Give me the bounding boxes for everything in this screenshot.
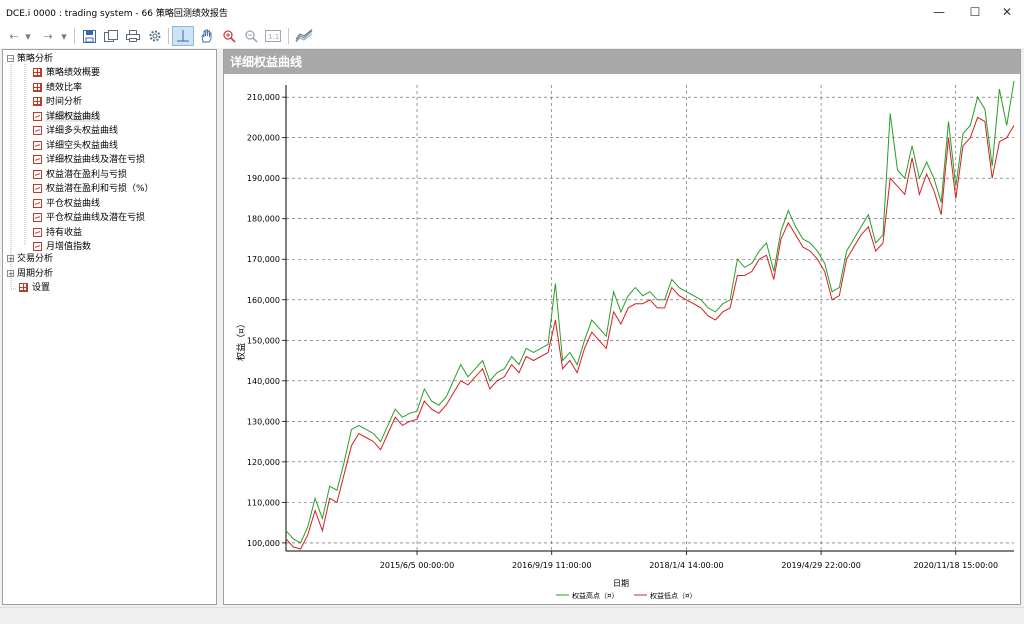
svg-text:1:1: 1:1 [268, 33, 279, 41]
minimize-button[interactable]: — [933, 5, 945, 19]
x-axis-title: 日期 [613, 579, 629, 588]
tree-lines [10, 64, 26, 290]
line-chart-icon [33, 227, 42, 237]
tree-item[interactable]: 持有收益 [33, 226, 82, 240]
status-bar [0, 607, 1024, 624]
tree-item[interactable]: 时间分析 [33, 95, 82, 109]
hand-icon[interactable] [196, 26, 216, 46]
close-button[interactable]: ✕ [1001, 5, 1013, 19]
chart-style-icon[interactable] [293, 26, 315, 46]
expand-icon[interactable]: + [7, 270, 14, 278]
tree-item[interactable]: 详细权益曲线 [33, 110, 101, 124]
tree-item-label: 详细空头权益曲线 [46, 140, 119, 151]
tree-root-trade-analysis[interactable]: + 交易分析 [7, 254, 54, 264]
tree-item[interactable]: 绩效比率 [33, 81, 82, 95]
y-tick-label: 190,000 [247, 174, 280, 183]
tree-item[interactable]: 权益潜在盈利与亏损 [33, 168, 127, 182]
dropdown-icon[interactable]: ▾ [25, 29, 31, 43]
x-tick-label: 2015/6/5 00:00:00 [380, 561, 454, 570]
tree-item-label: 绩效比率 [46, 82, 83, 93]
collapse-icon[interactable]: − [7, 55, 14, 63]
legend-low: 权益低点（¤） [650, 591, 696, 600]
tree-item-label: 详细权益曲线及潜在亏损 [46, 155, 146, 165]
tree-item-label: 权益潜在盈利和亏损（%） [46, 184, 154, 194]
zoom-in-icon[interactable] [219, 26, 239, 46]
tree-item-label: 平仓权益曲线 [46, 198, 101, 209]
tree-item-label: 平仓权益曲线及潜在亏损 [46, 213, 146, 223]
tree-item[interactable]: 详细空头权益曲线 [33, 139, 118, 153]
grid-icon [33, 82, 42, 92]
forward-icon[interactable]: ⇢ [43, 29, 53, 43]
expand-icon[interactable]: + [7, 255, 14, 263]
print-icon[interactable] [123, 26, 143, 46]
y-tick-label: 180,000 [247, 215, 280, 224]
tree-item-label: 时间分析 [46, 97, 83, 107]
crosshair-icon[interactable] [172, 26, 194, 46]
tree-item[interactable]: 策略绩效概要 [33, 66, 100, 80]
zoom-out-icon[interactable] [241, 26, 261, 46]
toolbar: ⇠ ▾ ⇢ ▾ 1:1 [0, 24, 1024, 48]
y-tick-label: 120,000 [247, 458, 280, 467]
tree-item-label: 详细权益曲线 [46, 111, 101, 122]
tree-item[interactable]: 详细多头权益曲线 [33, 124, 118, 138]
line-chart-icon [33, 213, 42, 222]
y-tick-label: 130,000 [247, 417, 280, 426]
chart-panel: 详细权益曲线 权益（¤） 日期 权益高点（¤） 权益低点（¤） 100,000 1… [223, 49, 1021, 605]
y-tick-label: 100,000 [247, 539, 280, 548]
chart-header: 详细权益曲线 [224, 50, 1020, 74]
y-tick-label: 170,000 [247, 255, 280, 264]
legend-high: 权益高点（¤） [572, 591, 618, 600]
y-tick-label: 210,000 [247, 93, 280, 102]
line-chart-icon [33, 126, 42, 135]
y-tick-label: 200,000 [247, 134, 280, 143]
tree-item[interactable]: 月增值指数 [33, 240, 91, 254]
tree-item[interactable]: 详细权益曲线及潜在亏损 [33, 153, 145, 167]
zoom-reset-icon[interactable]: 1:1 [262, 26, 284, 46]
line-chart-icon [33, 198, 42, 208]
x-tick-label: 2020/11/18 15:00:00 [913, 561, 998, 570]
tree-item[interactable]: 平仓权益曲线及潜在亏损 [33, 211, 145, 225]
grid-icon [33, 97, 42, 106]
maximize-button[interactable]: ☐ [969, 5, 981, 19]
x-tick-label: 2019/4/29 22:00:00 [781, 561, 861, 570]
back-icon[interactable]: ⇠ [9, 29, 19, 43]
tree-item-label: 详细多头权益曲线 [46, 126, 119, 136]
line-chart-icon [33, 140, 42, 150]
line-chart-icon [33, 184, 42, 193]
y-axis-title: 权益（¤） [235, 319, 247, 361]
tree-item-label: 月增值指数 [46, 242, 92, 252]
navigation-tree: − 策略分析 策略绩效概要 绩效比率时间分析详细权益曲线详细多头权益曲线 详细空头权益… [2, 49, 217, 605]
y-tick-label: 140,000 [247, 377, 280, 386]
x-tick-label: 2018/1/4 14:00:00 [649, 561, 723, 570]
line-chart-icon [33, 155, 42, 164]
settings-icon[interactable] [145, 26, 165, 46]
tree-item[interactable]: 平仓权益曲线 [33, 197, 100, 211]
grid-icon [33, 68, 42, 77]
series-line-low [285, 116, 1015, 550]
y-tick-label: 110,000 [247, 498, 280, 507]
tree-item-label: 权益潜在盈利与亏损 [46, 169, 128, 180]
tree-item[interactable]: 权益潜在盈利和亏损（%） [33, 182, 154, 196]
line-chart-icon [33, 242, 42, 251]
tree-root-period-analysis[interactable]: + 周期分析 [7, 269, 54, 279]
grid-icon [19, 283, 28, 292]
window-title: DCE.i 0000 : trading system - 66 策略回测绩效报… [6, 9, 228, 19]
x-tick-label: 2016/9/19 11:00:00 [512, 561, 591, 570]
save-icon[interactable] [79, 26, 99, 46]
line-chart-icon [33, 111, 42, 121]
y-tick-label: 160,000 [247, 296, 280, 305]
title-bar: DCE.i 0000 : trading system - 66 策略回测绩效报… [0, 0, 1024, 24]
tree-root-strategy-analysis[interactable]: − 策略分析 [7, 54, 54, 64]
tree-item-label: 持有收益 [46, 227, 83, 238]
equity-chart[interactable]: 权益（¤） 日期 权益高点（¤） 权益低点（¤） 100,000 110,000 1… [224, 75, 1020, 605]
series-line-high [285, 80, 1015, 544]
y-tick-label: 150,000 [247, 336, 280, 345]
tree-item-label: 策略绩效概要 [46, 68, 101, 78]
dropdown-icon[interactable]: ▾ [61, 29, 67, 43]
copy-icon[interactable] [101, 26, 121, 46]
tree-item-settings[interactable]: 设置 [19, 281, 50, 295]
line-chart-icon [33, 169, 42, 179]
